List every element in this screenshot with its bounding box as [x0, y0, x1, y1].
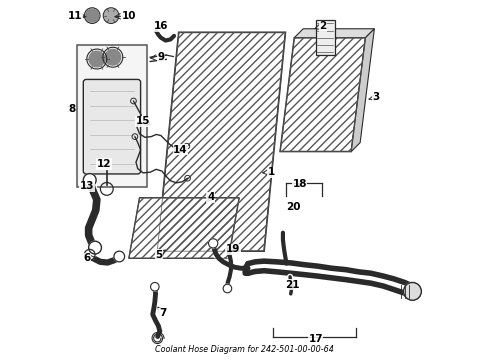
- Bar: [315, 20, 335, 55]
- Text: 9: 9: [157, 52, 164, 62]
- Circle shape: [223, 284, 231, 293]
- Polygon shape: [157, 32, 285, 251]
- Text: 19: 19: [225, 244, 240, 255]
- Circle shape: [105, 49, 121, 65]
- Circle shape: [150, 283, 159, 291]
- Text: 2: 2: [319, 21, 326, 31]
- Text: 10: 10: [122, 10, 136, 21]
- FancyBboxPatch shape: [83, 80, 141, 174]
- Text: 14: 14: [173, 145, 187, 155]
- Text: 1: 1: [267, 167, 274, 177]
- Circle shape: [114, 251, 124, 262]
- Polygon shape: [350, 29, 374, 152]
- Text: 8: 8: [68, 104, 75, 114]
- Text: 17: 17: [308, 334, 322, 345]
- Polygon shape: [280, 38, 365, 152]
- Text: 13: 13: [80, 181, 94, 192]
- Circle shape: [403, 283, 421, 300]
- Circle shape: [85, 9, 99, 22]
- Text: 3: 3: [372, 93, 379, 103]
- Circle shape: [88, 241, 101, 254]
- Polygon shape: [294, 29, 374, 38]
- Text: 5: 5: [155, 250, 163, 260]
- Circle shape: [208, 239, 217, 248]
- Circle shape: [84, 249, 95, 260]
- Text: 15: 15: [136, 116, 150, 126]
- Text: 12: 12: [97, 159, 111, 169]
- Bar: [77, 45, 146, 187]
- Polygon shape: [129, 198, 239, 258]
- Text: 21: 21: [285, 280, 299, 290]
- Text: 18: 18: [292, 179, 306, 189]
- Text: 16: 16: [153, 21, 168, 31]
- Text: 7: 7: [159, 309, 166, 319]
- Text: 11: 11: [68, 10, 82, 21]
- Text: Coolant Hose Diagram for 242-501-00-00-64: Coolant Hose Diagram for 242-501-00-00-6…: [155, 345, 333, 354]
- Circle shape: [89, 51, 104, 67]
- Text: 20: 20: [286, 202, 300, 212]
- Circle shape: [83, 174, 96, 186]
- Text: 4: 4: [206, 192, 214, 202]
- Text: 6: 6: [83, 253, 91, 263]
- Circle shape: [104, 9, 117, 22]
